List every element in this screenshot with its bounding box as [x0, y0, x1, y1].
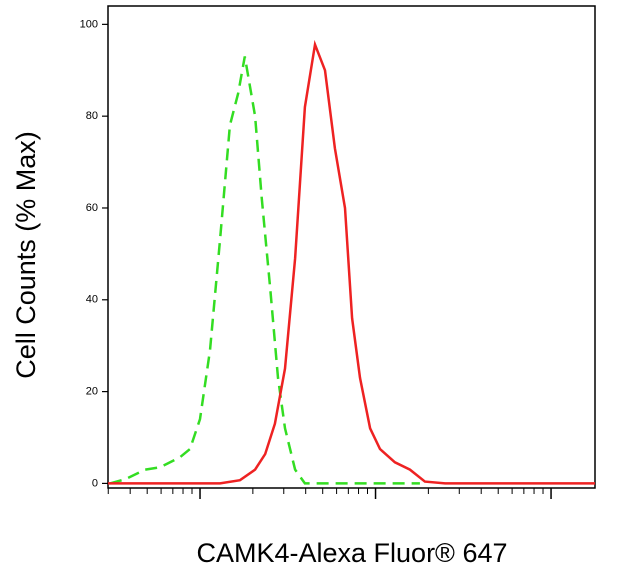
y-tick-label: 60	[86, 202, 98, 214]
y-tick-label: 80	[86, 110, 98, 122]
y-tick-label: 20	[86, 386, 98, 398]
series-line	[108, 39, 595, 485]
y-axis-title: Cell Counts (% Max)	[11, 131, 41, 379]
y-tick-label: 40	[86, 294, 98, 306]
plot-frame	[107, 5, 596, 489]
y-tick-label: 100	[80, 18, 98, 30]
y-tick-label: 0	[92, 477, 98, 489]
x-axis-title: CAMK4-Alexa Fluor® 647	[196, 538, 507, 568]
series-line	[109, 56, 420, 485]
